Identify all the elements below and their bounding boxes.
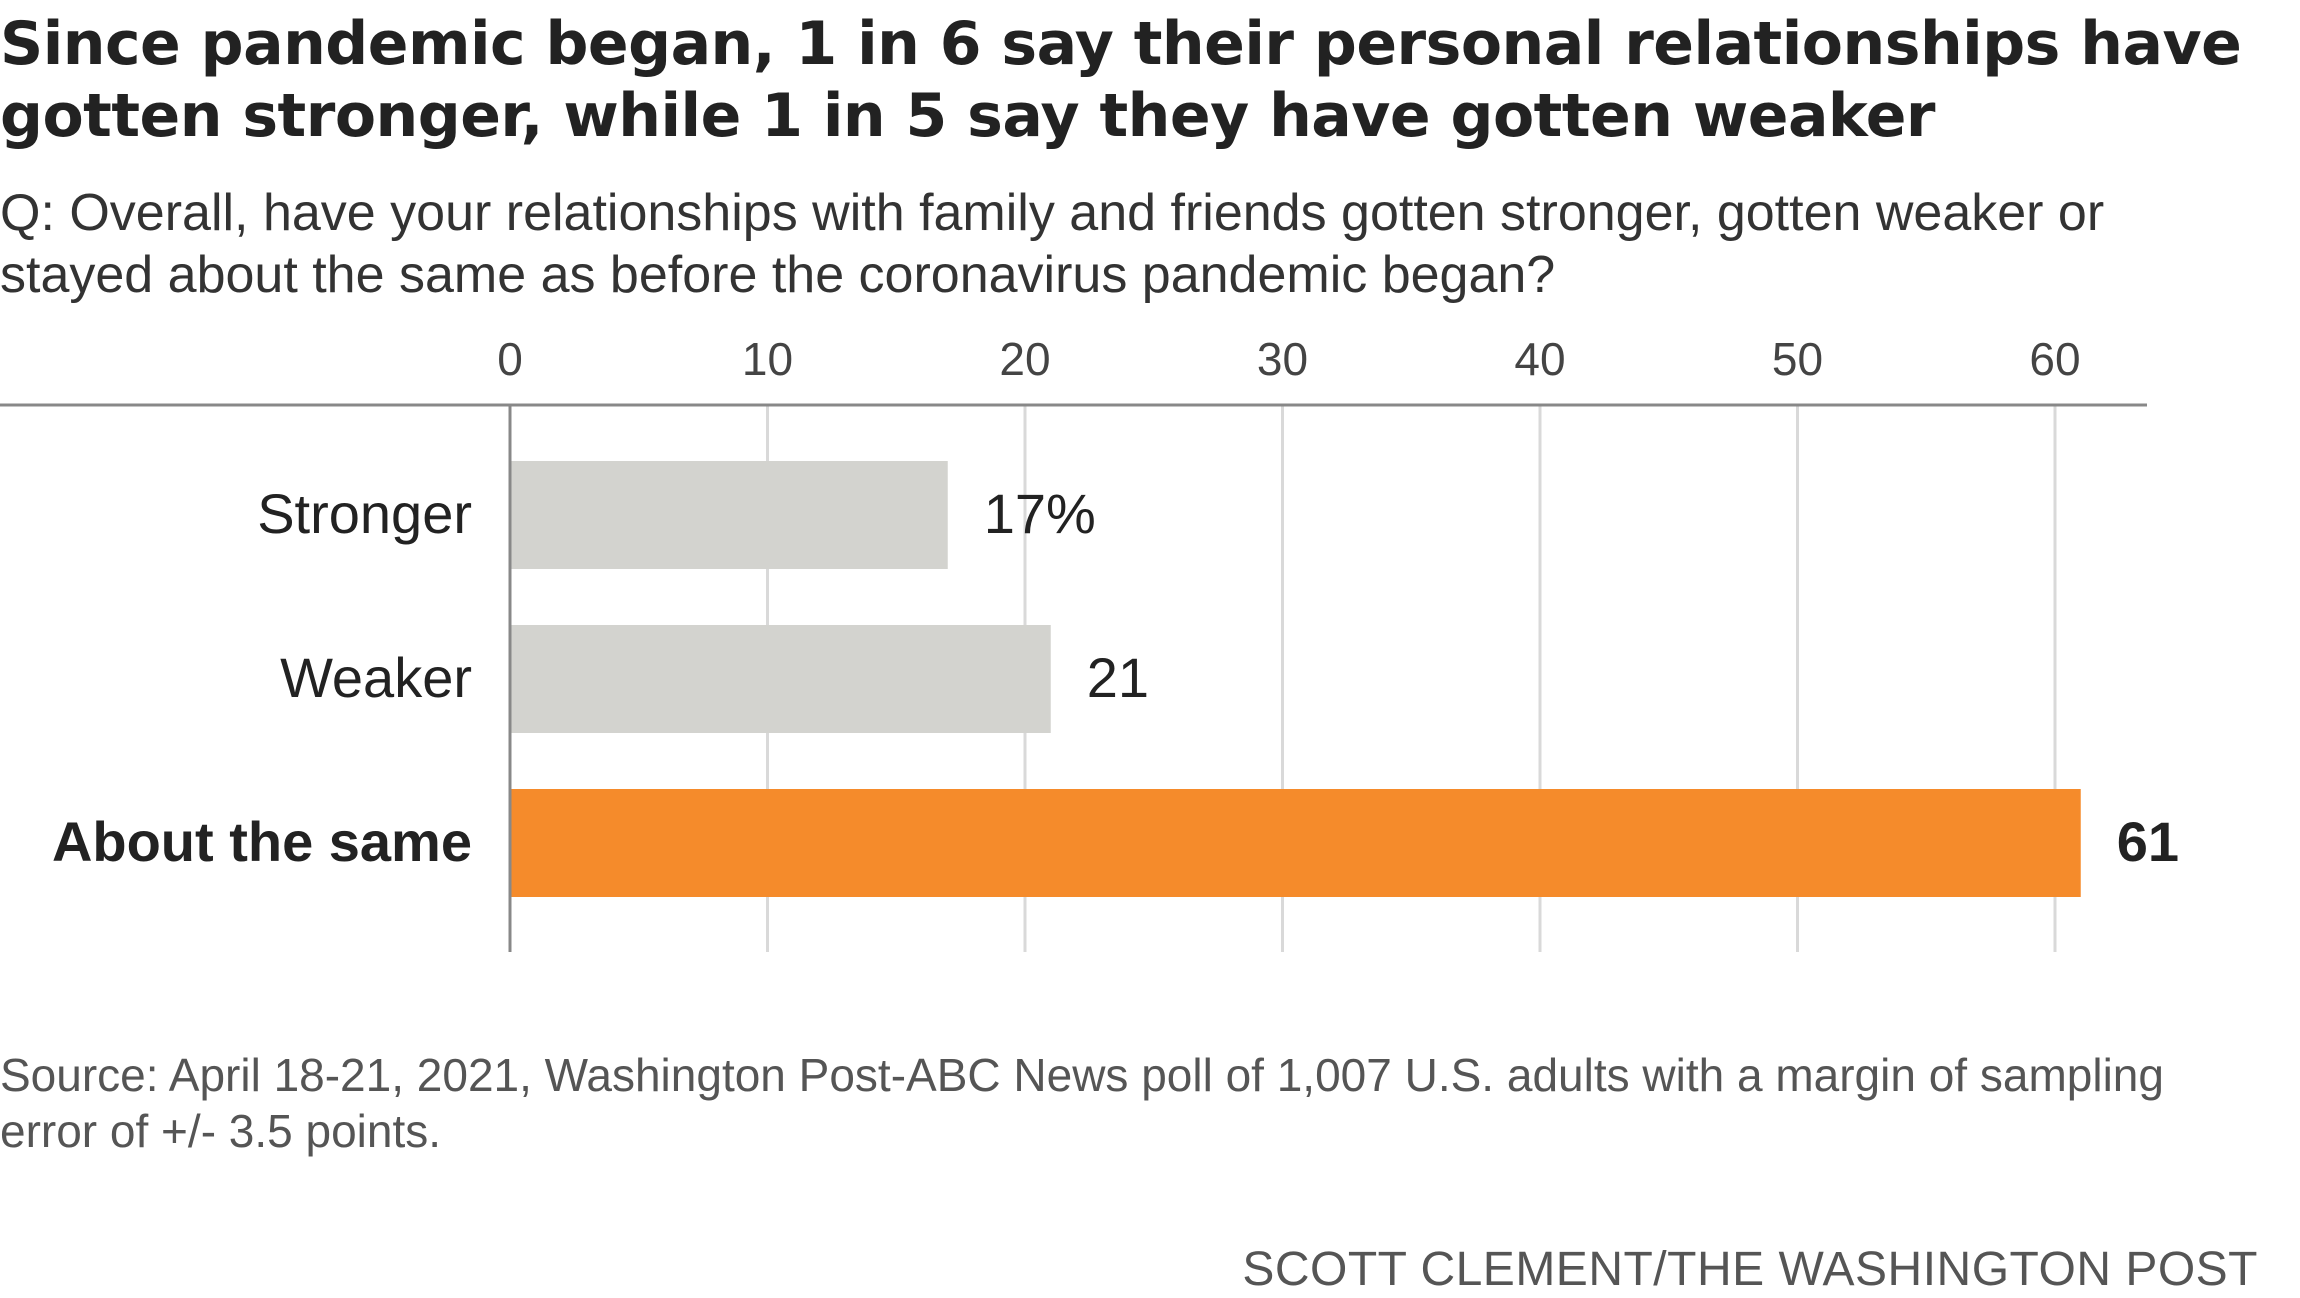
bar: [510, 625, 1051, 733]
chart-title: Since pandemic began, 1 in 6 say their p…: [0, 9, 2242, 151]
x-tick-label: 60: [2029, 333, 2080, 385]
chart-subtitle: Q: Overall, have your relationships with…: [0, 184, 2105, 304]
bar: [510, 789, 2081, 897]
source-note: Source: April 18-21, 2021, Washington Po…: [0, 1049, 2164, 1157]
category-label: About the same: [52, 810, 472, 873]
bar: [510, 461, 948, 569]
x-tick-label: 20: [999, 333, 1050, 385]
x-tick-label: 40: [1514, 333, 1565, 385]
value-label: 21: [1087, 646, 1149, 709]
x-tick-label: 50: [1772, 333, 1823, 385]
credit-line: SCOTT CLEMENT/THE WASHINGTON POST: [1242, 1243, 2258, 1296]
value-labels: 17% 21 61: [984, 482, 2179, 873]
x-tick-labels: 0 10 20 30 40 50 60: [497, 333, 2080, 385]
category-labels: Stronger Weaker About the same: [52, 482, 472, 873]
bars: [510, 461, 2081, 897]
category-label: Weaker: [280, 646, 472, 709]
bar-chart: 0 10 20 30 40 50 60 Stronger Weaker About the sa…: [0, 333, 2179, 952]
category-label: Stronger: [257, 482, 472, 545]
x-tick-label: 10: [742, 333, 793, 385]
value-label: 17%: [984, 482, 1096, 545]
x-tick-label: 0: [497, 333, 523, 385]
x-tick-label: 30: [1257, 333, 1308, 385]
value-label: 61: [2117, 810, 2179, 873]
